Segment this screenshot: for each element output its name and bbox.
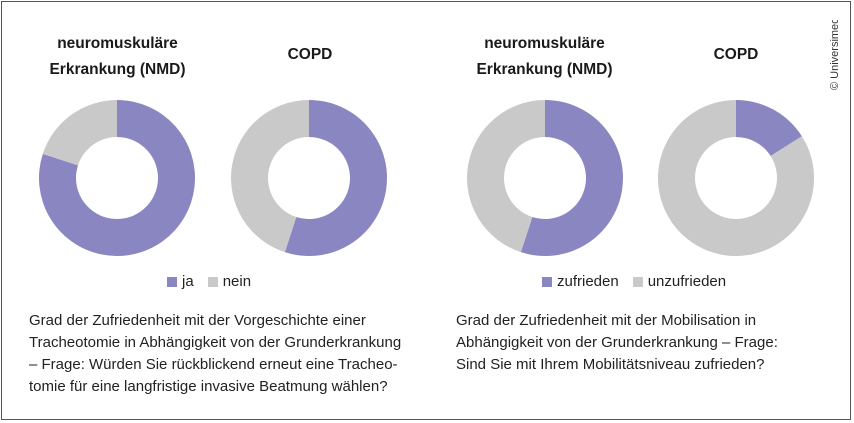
legend-label-unzufrieden: unzufrieden — [647, 273, 727, 290]
legend-left: ja nein — [167, 273, 265, 291]
copyright-notice: © Universimed — [829, 20, 841, 90]
legend-label-nein: nein — [222, 273, 252, 290]
donut-chart-copd-tracheotomy — [231, 100, 388, 256]
chart-title-copd-left: COPD — [287, 46, 333, 63]
legend-label-ja: ja — [182, 273, 194, 290]
donut-chart-nmd-tracheotomy — [38, 100, 195, 256]
legend-item-nein: nein — [207, 273, 252, 291]
caption-right: Grad der Zufriedenheit mit der Mobilisat… — [456, 312, 778, 373]
donut-chart-copd-mobility — [658, 100, 814, 256]
caption-left: Grad der Zufriedenheit mit der Vorgeschi… — [29, 312, 402, 395]
donut-slice-unzufrieden — [467, 100, 545, 253]
legend-swatch-secondary — [207, 277, 218, 287]
donut-slice-zufrieden — [736, 100, 802, 157]
legend-item-ja: ja — [167, 273, 194, 291]
legend-right: zufrieden unzufrieden — [542, 273, 740, 291]
donut-slice-ja — [284, 100, 388, 256]
legend-swatch-primary — [167, 277, 177, 287]
copyright-text: © Universimed — [829, 20, 841, 90]
legend-item-unzufrieden: unzufrieden — [632, 273, 727, 291]
chart-title-nmd-left: neuromuskuläre Erkrankung (NMD) — [49, 35, 186, 78]
donut-slice-nein — [42, 100, 117, 166]
legend-swatch-secondary — [632, 277, 643, 287]
legend-item-zufrieden: zufrieden — [542, 273, 619, 291]
chart-title-nmd-right: neuromuskuläre Erkrankung (NMD) — [476, 35, 613, 78]
chart-title-copd-right: COPD — [713, 46, 759, 63]
legend-label-zufrieden: zufrieden — [557, 273, 619, 290]
donut-slice-unzufrieden — [658, 100, 814, 256]
donut-chart-nmd-mobility — [467, 100, 623, 256]
donut-slice-zufrieden — [520, 100, 623, 256]
donut-slice-ja — [38, 100, 195, 256]
legend-swatch-primary — [542, 277, 552, 287]
donut-slice-nein — [231, 100, 309, 253]
